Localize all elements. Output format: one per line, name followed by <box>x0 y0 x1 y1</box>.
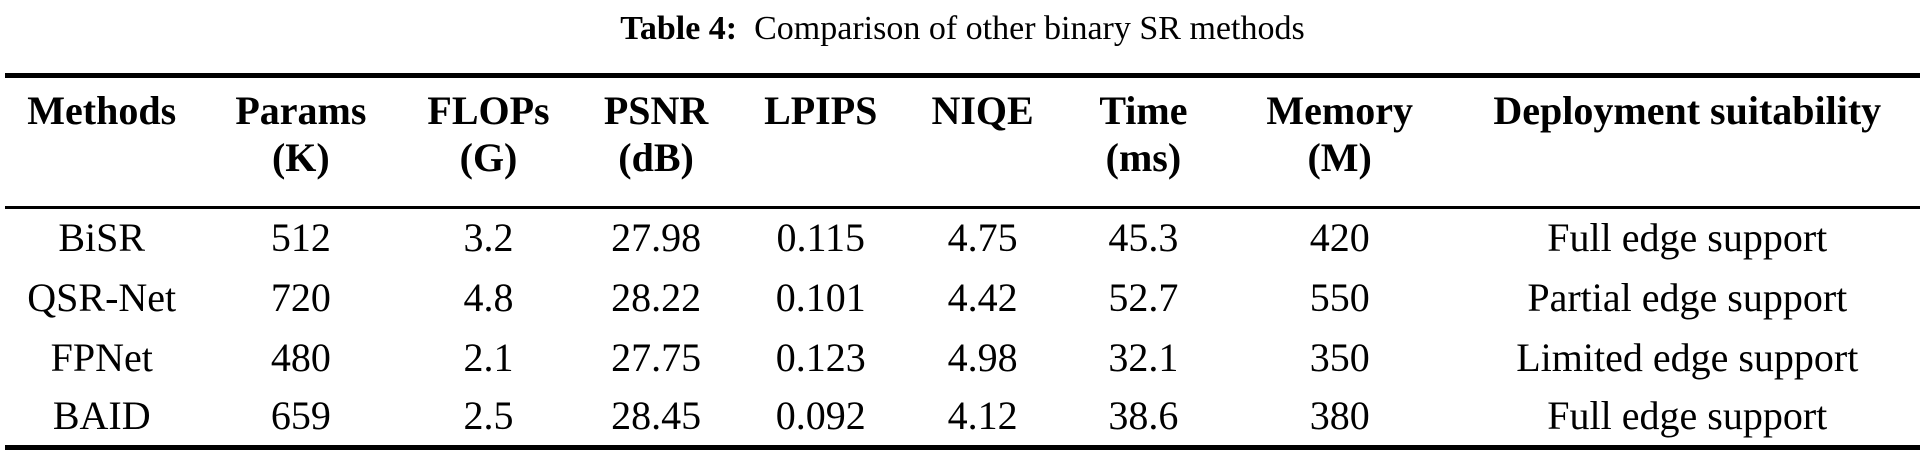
memory-cell: 420 <box>1309 215 1370 261</box>
deployment-suitability-cell: Full edge support <box>1547 393 1828 439</box>
flops-cell: 2.5 <box>463 393 514 439</box>
deployment-suitability-cell: Partial edge support <box>1527 274 1848 320</box>
method-name-cell: BAID <box>52 393 151 439</box>
column-header-flops: FLOPs (G) <box>403 75 574 209</box>
column-header-unit <box>5 134 198 181</box>
column-header-unit: (ms) <box>1105 134 1182 180</box>
column-header-unit: (dB) <box>618 134 694 180</box>
psnr-cell: 28.22 <box>611 274 702 320</box>
psnr-cell: 27.75 <box>611 334 702 380</box>
params-cell: 480 <box>270 334 331 380</box>
table-caption-body: Comparison of other binary SR methods <box>754 10 1305 47</box>
column-header-unit <box>903 134 1062 181</box>
niqe-cell: 4.42 <box>947 274 1018 320</box>
column-header-label: Params <box>235 87 367 133</box>
column-header-lpips: LPIPS <box>738 75 904 209</box>
lpips-cell: 0.092 <box>775 393 866 439</box>
niqe-cell: 4.75 <box>947 215 1018 261</box>
time-cell: 32.1 <box>1108 334 1179 380</box>
params-cell: 659 <box>270 393 331 439</box>
column-header-unit <box>1455 134 1920 181</box>
deployment-suitability-cell: Limited edge support <box>1516 334 1859 380</box>
memory-cell: 380 <box>1309 393 1370 439</box>
lpips-cell: 0.115 <box>776 215 865 261</box>
column-header-label: PSNR <box>603 87 709 133</box>
flops-cell: 4.8 <box>463 274 514 320</box>
table-caption: Table 4: Comparison of other binary SR m… <box>0 0 1925 51</box>
column-header-unit: (K) <box>271 134 330 180</box>
column-header-label: Time <box>1099 87 1188 133</box>
column-header-deployment-suitability: Deployment suitability <box>1454 75 1920 209</box>
psnr-cell: 28.45 <box>611 393 702 439</box>
time-cell: 38.6 <box>1108 393 1179 439</box>
column-header-label: LPIPS <box>764 87 878 133</box>
table-row-qsr-net: QSR-Net 720 4.8 28.22 0.101 4.42 52.7 55… <box>5 267 1920 327</box>
header-row: Methods Params (K) FLOPs (G) PSNR (dB) L… <box>5 75 1920 209</box>
niqe-cell: 4.12 <box>947 393 1018 439</box>
table-row-bisr: BiSR 512 3.2 27.98 0.115 4.75 45.3 420 F… <box>5 207 1920 267</box>
method-name-cell: FPNet <box>50 334 153 380</box>
table-caption-label: Table 4: <box>620 10 738 47</box>
column-header-methods: Methods <box>5 75 199 209</box>
table-caption-text <box>746 10 755 47</box>
flops-cell: 3.2 <box>463 215 514 261</box>
time-cell: 45.3 <box>1108 215 1179 261</box>
column-header-label: Deployment suitability <box>1493 87 1882 133</box>
deployment-suitability-cell: Full edge support <box>1547 215 1828 261</box>
table-row-baid: BAID 659 2.5 28.45 0.092 4.12 38.6 380 F… <box>5 387 1920 447</box>
column-header-niqe: NIQE <box>903 75 1063 209</box>
psnr-cell: 27.98 <box>611 215 702 261</box>
flops-cell: 2.1 <box>463 334 514 380</box>
column-header-label: Memory <box>1266 87 1413 133</box>
column-header-unit: (G) <box>459 134 518 180</box>
method-name-cell: BiSR <box>58 215 146 261</box>
time-cell: 52.7 <box>1108 274 1179 320</box>
column-header-memory: Memory (M) <box>1224 75 1455 209</box>
lpips-cell: 0.123 <box>775 334 866 380</box>
column-header-label: NIQE <box>931 87 1034 133</box>
table-row-fpnet: FPNet 480 2.1 27.75 0.123 4.98 32.1 350 … <box>5 327 1920 387</box>
params-cell: 720 <box>270 274 331 320</box>
column-header-label: FLOPs <box>427 87 550 133</box>
method-name-cell: QSR-Net <box>27 274 177 320</box>
column-header-unit <box>738 134 903 181</box>
column-header-label: Methods <box>27 87 177 133</box>
memory-cell: 350 <box>1309 334 1370 380</box>
memory-cell: 550 <box>1309 274 1370 320</box>
comparison-table: Methods Params (K) FLOPs (G) PSNR (dB) L… <box>5 72 1920 450</box>
column-header-unit: (M) <box>1307 134 1372 180</box>
params-cell: 512 <box>270 215 331 261</box>
column-header-time: Time (ms) <box>1062 75 1225 209</box>
column-header-params: Params (K) <box>198 75 404 209</box>
niqe-cell: 4.98 <box>947 334 1018 380</box>
lpips-cell: 0.101 <box>775 274 866 320</box>
column-header-psnr: PSNR (dB) <box>573 75 739 209</box>
